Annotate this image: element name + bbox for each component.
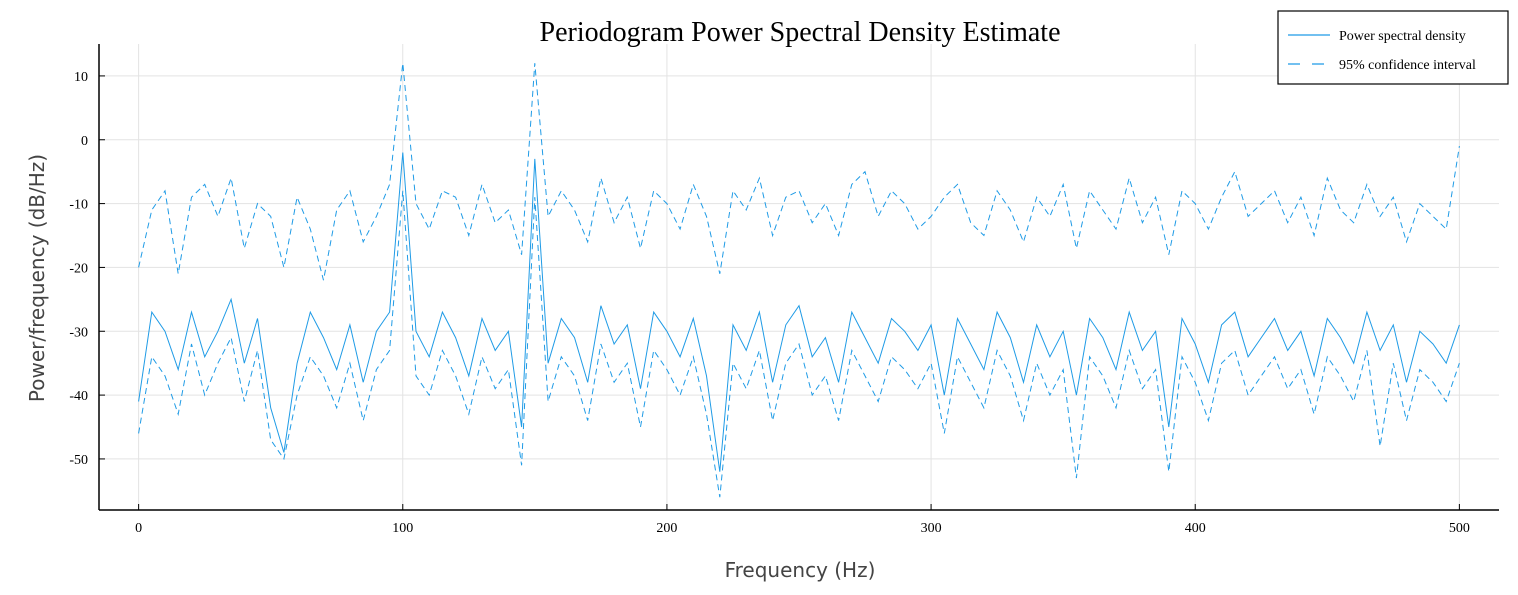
y-tick-label: -10 [69, 198, 88, 213]
x-tick-label: 500 [1449, 521, 1470, 536]
x-tick-label: 0 [135, 521, 142, 536]
x-tick-label: 400 [1185, 521, 1206, 536]
x-axis-label: Frequency (Hz) [725, 558, 876, 582]
y-tick-label: -20 [69, 261, 88, 276]
x-tick-label: 300 [921, 521, 942, 536]
confidence-line-1 [138, 63, 1460, 281]
legend-label: 95% confidence interval [1339, 58, 1476, 73]
series-layer [138, 63, 1460, 498]
series-0 [138, 152, 1460, 472]
plot-grid [99, 44, 1499, 510]
confidence-line-2 [138, 190, 1460, 498]
axes [98, 44, 1499, 511]
x-tick-label: 100 [392, 521, 413, 536]
y-tick-label: -40 [69, 389, 88, 404]
y-tick-label: -50 [69, 453, 88, 468]
series-2 [138, 190, 1460, 498]
legend-box [1277, 10, 1509, 85]
legend: Power spectral density 95% confidence int… [1277, 10, 1509, 85]
tick-labels: 0 100 200 300 400 500 -50 -40 -30 -20 -10 0 10 [69, 70, 1470, 536]
y-tick-label: -30 [69, 325, 88, 340]
x-tick-label: 200 [656, 521, 677, 536]
y-tick-label: 0 [81, 134, 88, 149]
chart-title: Periodogram Power Spectral Density Estim… [540, 17, 1061, 48]
y-tick-label: 10 [74, 70, 88, 85]
psd-line-0 [138, 152, 1460, 472]
y-axis-label: Power/frequency (dB/Hz) [25, 154, 49, 402]
series-1 [138, 63, 1460, 281]
legend-label: Power spectral density [1339, 29, 1466, 44]
